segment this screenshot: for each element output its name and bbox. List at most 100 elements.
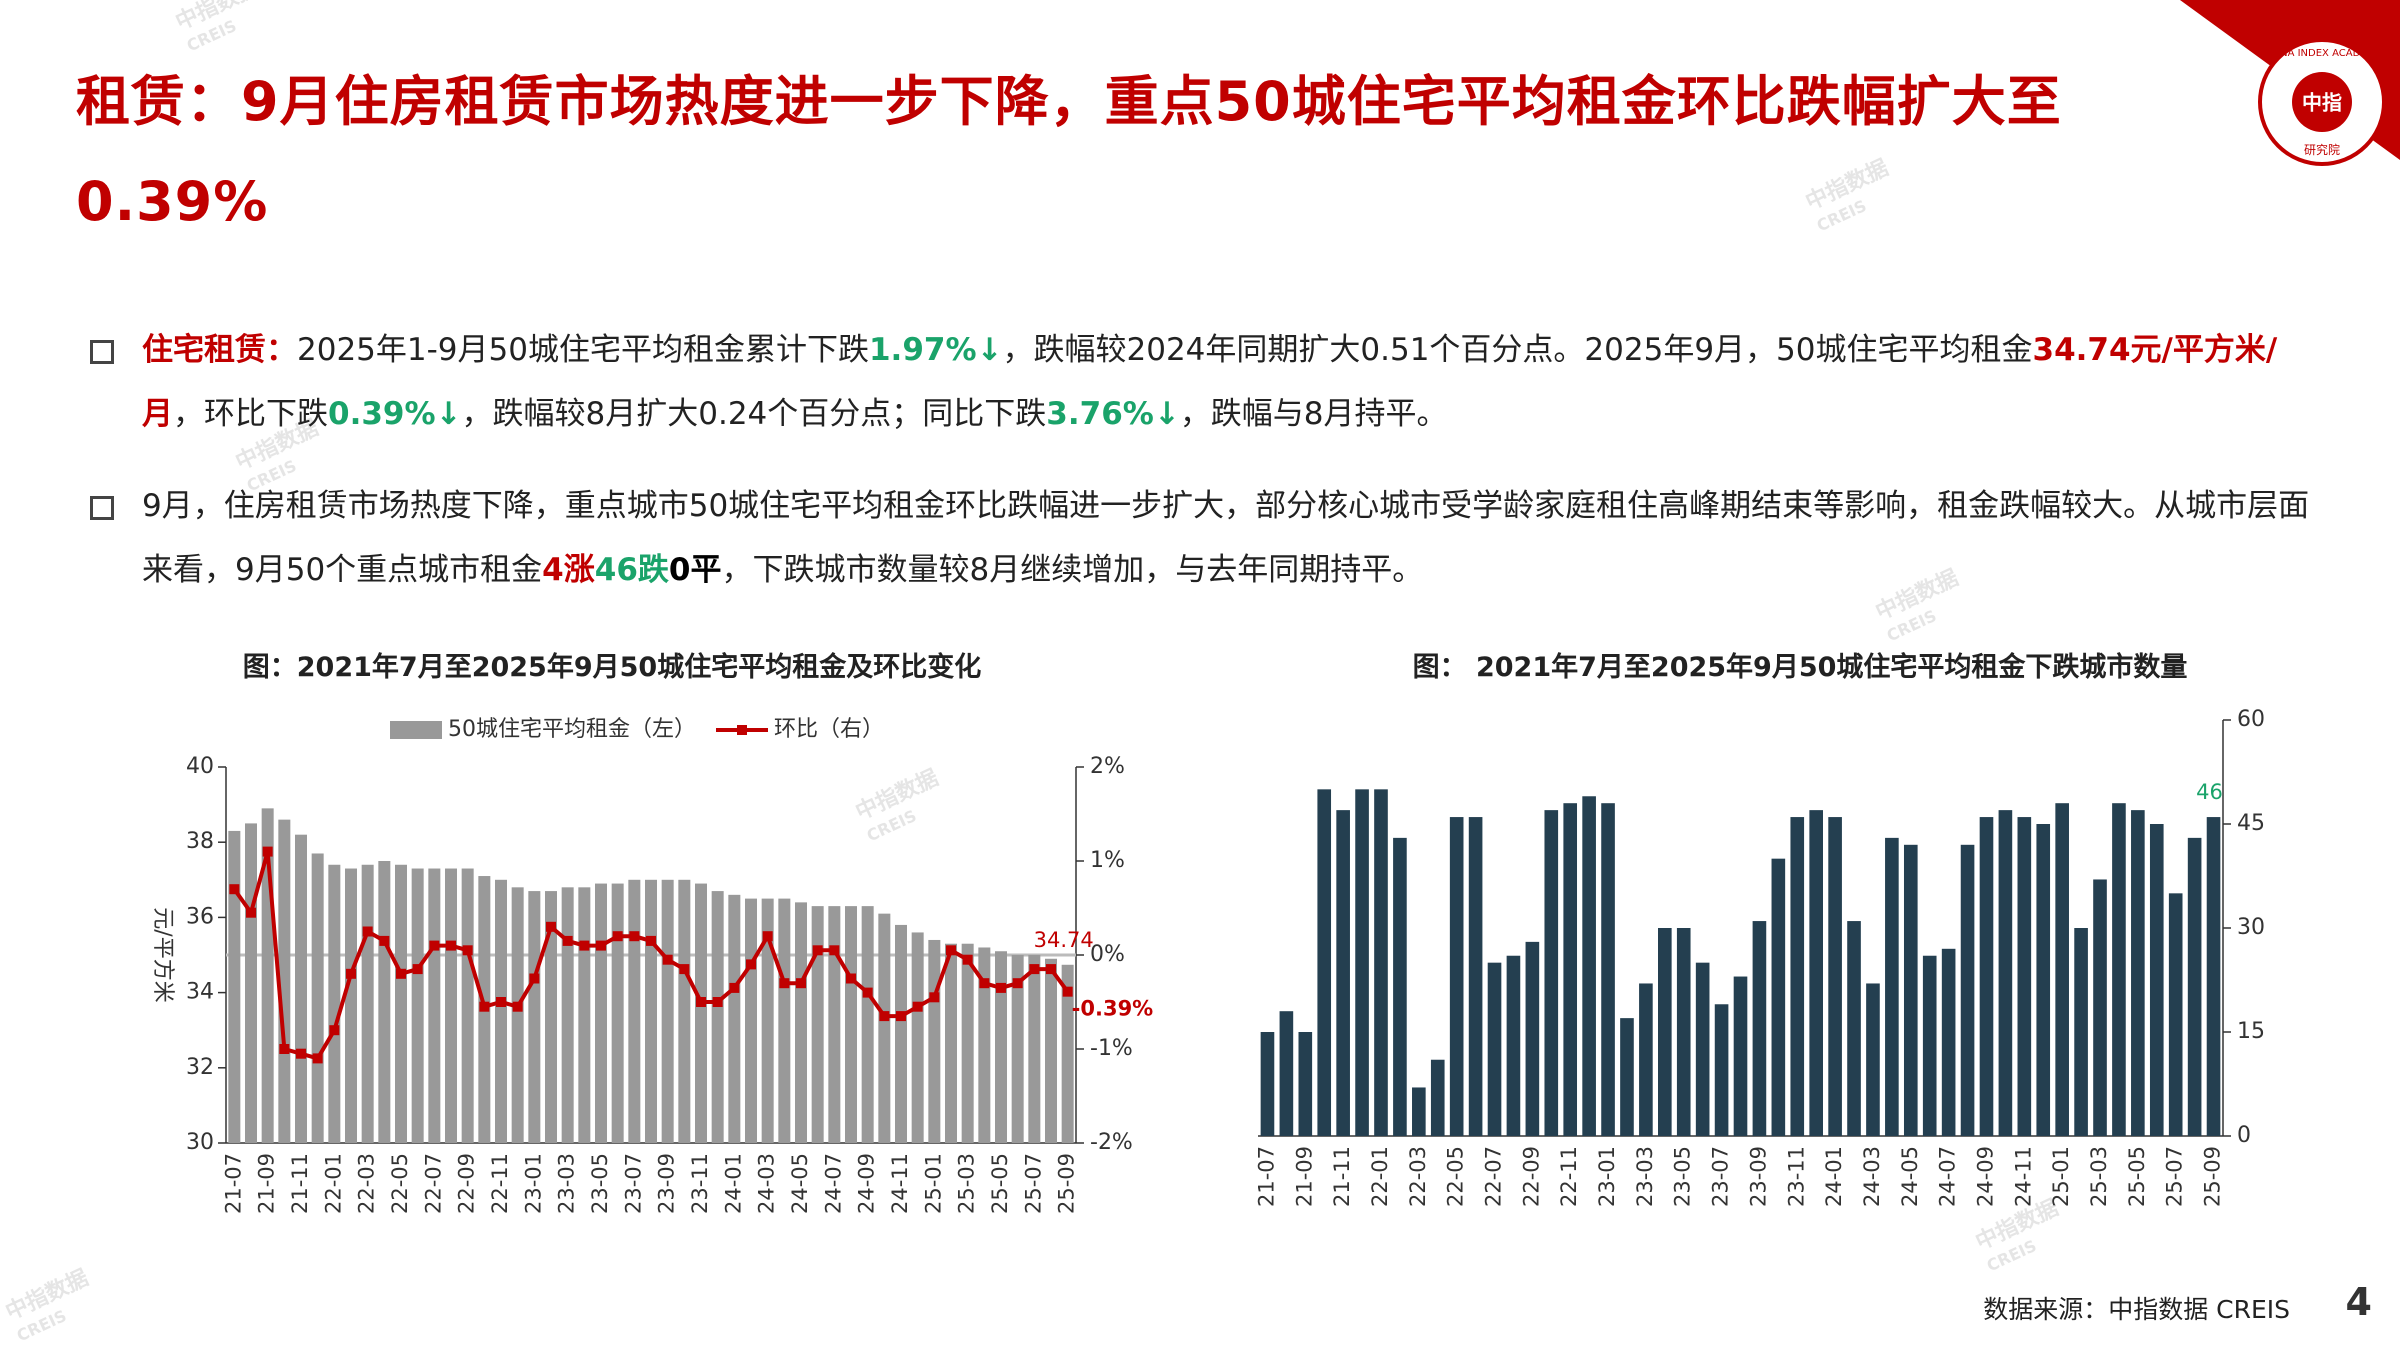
x-tick-label: 22-09: [1519, 1146, 1543, 1207]
bar: [2168, 893, 2183, 1136]
slide-title: 租赁：9月住房租赁市场热度进一步下降，重点50城住宅平均租金环比跌幅扩大至0.3…: [76, 70, 2062, 233]
bar: [1828, 817, 1842, 1136]
bar: [1922, 955, 1937, 1136]
chart-title: 图： 2021年7月至2025年9月50城住宅平均租金下跌城市数量: [1413, 651, 2188, 683]
bar: [295, 834, 307, 1143]
bar: [1941, 948, 1956, 1136]
legend-swatch: [390, 721, 442, 739]
line-marker: [646, 935, 656, 946]
x-tick-label: 24-11: [2011, 1146, 2035, 1207]
bullet-text: 3.76%↓: [1046, 396, 1180, 432]
line-marker: [846, 973, 856, 984]
bar: [1620, 1018, 1634, 1136]
line-marker: [912, 1001, 923, 1012]
bar: [1563, 803, 1578, 1136]
bar: [711, 891, 724, 1143]
bar: [1771, 858, 1786, 1136]
y-axis-label: 元/平方米: [150, 907, 175, 1002]
bar: [611, 883, 624, 1143]
page-number: 4: [2345, 1280, 2372, 1324]
bar: [645, 879, 657, 1143]
bar: [345, 868, 357, 1143]
line-marker: [979, 978, 990, 989]
bar: [1676, 928, 1691, 1136]
x-tick-label: 23-03: [555, 1153, 579, 1214]
line-marker: [1062, 986, 1073, 997]
x-tick-label: 25-09: [1055, 1153, 1079, 1214]
line-marker: [562, 935, 573, 946]
bullet-text: 46跌: [594, 552, 669, 588]
y2-tick-label: 0%: [1090, 942, 1125, 967]
x-tick-label: 22-07: [1482, 1146, 1506, 1207]
bar: [1412, 1087, 1426, 1136]
logo-cn: 中指: [2302, 91, 2342, 115]
line-marker: [896, 1011, 906, 1022]
bar: [1430, 1059, 1445, 1136]
x-tick-label: 24-01: [1822, 1146, 1846, 1207]
x-tick-label: 24-09: [1973, 1146, 1997, 1207]
x-tick-label: 22-09: [455, 1153, 479, 1214]
bar: [1960, 844, 1975, 1136]
bar: [1866, 983, 1880, 1136]
logo-sub: 研究院: [2304, 142, 2340, 157]
legend-label: 环比（右）: [774, 717, 884, 742]
line-marker: [496, 997, 506, 1007]
y-tick-label: 34: [186, 980, 214, 1005]
bar: [361, 864, 374, 1143]
bar: [511, 887, 524, 1143]
bullet-text: 2025年1-9月50城住宅平均租金累计下跌: [297, 332, 869, 368]
line-marker: [662, 954, 673, 965]
line-marker: [612, 931, 623, 942]
bar: [445, 868, 457, 1143]
bar: [1317, 789, 1332, 1136]
y2-tick-label: -1%: [1090, 1036, 1133, 1061]
y2-tick-label: 1%: [1090, 848, 1125, 873]
bullet-text: ，跌幅与8月持平。: [1179, 396, 1448, 432]
bullet-text: 34.74元/平方米/月: [142, 332, 2278, 432]
data-label: 34.74: [1034, 928, 1094, 952]
bar: [1468, 817, 1483, 1136]
bar: [911, 932, 924, 1143]
x-tick-label: 25-03: [955, 1153, 979, 1214]
x-tick-label: 23-07: [1709, 1146, 1733, 1207]
x-tick-label: 25-05: [988, 1153, 1012, 1214]
bar: [678, 879, 691, 1143]
x-tick-label: 23-01: [1595, 1146, 1619, 1207]
line-marker: [712, 997, 723, 1007]
bar: [895, 924, 907, 1143]
bar: [578, 887, 591, 1143]
line-marker: [879, 1011, 890, 1022]
bar: [245, 823, 257, 1143]
line-marker: [679, 964, 690, 975]
line-marker: [246, 907, 256, 918]
line-marker: [479, 1001, 490, 1012]
x-tick-label: 25-07: [2163, 1146, 2187, 1207]
bar: [1733, 976, 1748, 1136]
bar: [311, 853, 324, 1143]
bar: [595, 883, 607, 1143]
x-tick-label: 21-11: [1330, 1146, 1354, 1207]
x-tick-label: 21-09: [1292, 1146, 1316, 1207]
line-marker: [696, 997, 706, 1007]
line-marker: [596, 940, 606, 951]
line-marker: [746, 959, 756, 970]
bar: [2093, 879, 2107, 1136]
bar: [2036, 824, 2051, 1136]
y-tick-label: 15: [2237, 1019, 2265, 1044]
line-marker: [412, 964, 423, 975]
x-tick-label: 23-07: [621, 1153, 645, 1214]
y-tick-label: 30: [186, 1130, 214, 1155]
bar: [861, 906, 874, 1143]
bar: [378, 861, 391, 1143]
bar: [845, 906, 857, 1143]
bar: [428, 868, 441, 1143]
x-tick-label: 23-03: [1633, 1146, 1657, 1207]
chart-title: 图：2021年7月至2025年9月50城住宅平均租金及环比变化: [243, 651, 981, 683]
x-tick-label: 24-01: [721, 1153, 745, 1214]
bar: [2074, 928, 2088, 1136]
bar: [878, 913, 891, 1143]
x-tick-label: 25-01: [2049, 1146, 2073, 1207]
